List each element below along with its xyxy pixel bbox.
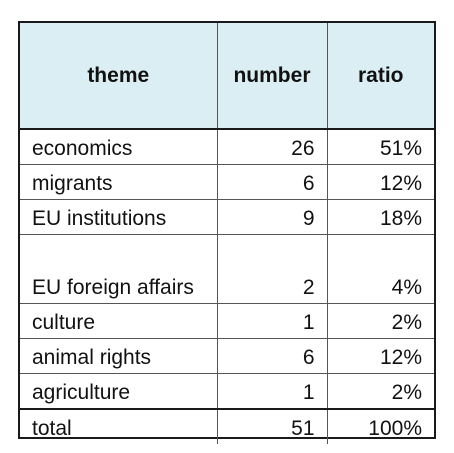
cell-number: 9 (217, 199, 328, 235)
total-number: 51 (217, 408, 328, 444)
table-row: EU foreign affairs 2 4% (20, 234, 434, 304)
cell-ratio: 2% (327, 303, 434, 339)
data-table-frame: theme number ratio economics 26 51% migr… (18, 21, 436, 444)
header-number: number (217, 23, 328, 130)
cell-ratio: 51% (327, 129, 434, 165)
table-row: EU institutions 9 18% (20, 199, 434, 235)
table-row: agriculture 1 2% (20, 373, 434, 410)
cell-number: 6 (217, 338, 328, 374)
header-row: theme number ratio (20, 23, 434, 130)
theme-table: theme number ratio economics 26 51% migr… (20, 23, 434, 444)
cell-theme: agriculture (20, 373, 218, 410)
cell-number: 2 (217, 234, 328, 304)
header-theme: theme (20, 23, 218, 130)
cell-ratio: 4% (327, 234, 434, 304)
cell-ratio: 18% (327, 199, 434, 235)
table-row: economics 26 51% (20, 129, 434, 165)
cell-theme: EU foreign affairs (20, 234, 218, 304)
cell-number: 1 (217, 373, 328, 410)
total-row: total 51 100% (20, 408, 434, 444)
table-row: culture 1 2% (20, 303, 434, 339)
cell-number: 26 (217, 129, 328, 165)
cell-theme: EU institutions (20, 199, 218, 235)
cell-ratio: 12% (327, 338, 434, 374)
cell-theme: animal rights (20, 338, 218, 374)
total-ratio: 100% (327, 408, 434, 444)
total-label: total (20, 408, 218, 444)
cell-theme: economics (20, 129, 218, 165)
table-row: animal rights 6 12% (20, 338, 434, 374)
cell-number: 6 (217, 164, 328, 200)
table-row: migrants 6 12% (20, 164, 434, 200)
header-ratio: ratio (327, 23, 434, 130)
cell-ratio: 12% (327, 164, 434, 200)
cell-ratio: 2% (327, 373, 434, 410)
cell-number: 1 (217, 303, 328, 339)
cell-theme: culture (20, 303, 218, 339)
cell-theme: migrants (20, 164, 218, 200)
